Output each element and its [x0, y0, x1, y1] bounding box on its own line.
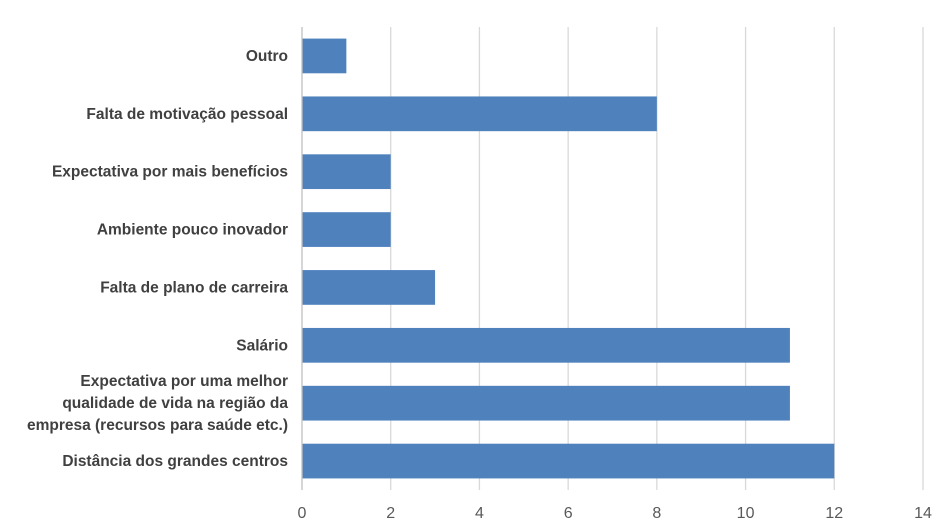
bar [302, 212, 391, 247]
category-label-line: Expectativa por mais benefícios [52, 164, 288, 181]
category-label-line: qualidade de vida na região da [62, 395, 288, 412]
x-tick-label: 12 [825, 505, 843, 522]
category-label-line: Distância dos grandes centros [62, 453, 288, 470]
category-label-line: Falta de plano de carreira [100, 279, 288, 296]
bar [302, 154, 391, 190]
category-label-line: Expectativa por uma melhor [80, 373, 288, 390]
category-label: Falta de motivação pessoal [86, 106, 288, 123]
bar [302, 385, 790, 421]
category-label-line: Falta de motivação pessoal [86, 106, 288, 123]
x-tick-label: 4 [475, 505, 484, 522]
bar [302, 270, 436, 305]
x-tick-label: 8 [652, 505, 661, 522]
x-tick-label: 0 [298, 505, 307, 522]
bar [302, 443, 835, 479]
category-label: Falta de plano de carreira [100, 279, 288, 296]
bar [302, 96, 657, 132]
category-label-line: empresa (recursos para saúde etc.) [27, 417, 288, 434]
category-label: Salário [236, 337, 288, 354]
bars [302, 38, 835, 479]
category-label-line: Salário [236, 337, 288, 354]
x-tick-label: 6 [564, 505, 573, 522]
bar [302, 327, 790, 363]
x-tick-labels: 0 2 4 6 8 10 12 14 [298, 505, 932, 522]
category-label: Expectativa por mais benefícios [52, 164, 288, 181]
category-label: Ambiente pouco inovador [97, 222, 288, 239]
bar [302, 38, 347, 74]
category-label: Distância dos grandes centros [62, 453, 288, 470]
category-labels: Outro Falta de motivação pessoal Expectati… [27, 48, 288, 470]
category-label: Expectativa por uma melhor qualidade de v… [27, 373, 288, 434]
x-tick-label: 2 [386, 505, 395, 522]
x-tick-label: 14 [914, 505, 932, 522]
category-label-line: Outro [246, 48, 288, 65]
x-tick-label: 10 [737, 505, 755, 522]
category-label-line: Ambiente pouco inovador [97, 222, 288, 239]
category-label: Outro [246, 48, 288, 65]
